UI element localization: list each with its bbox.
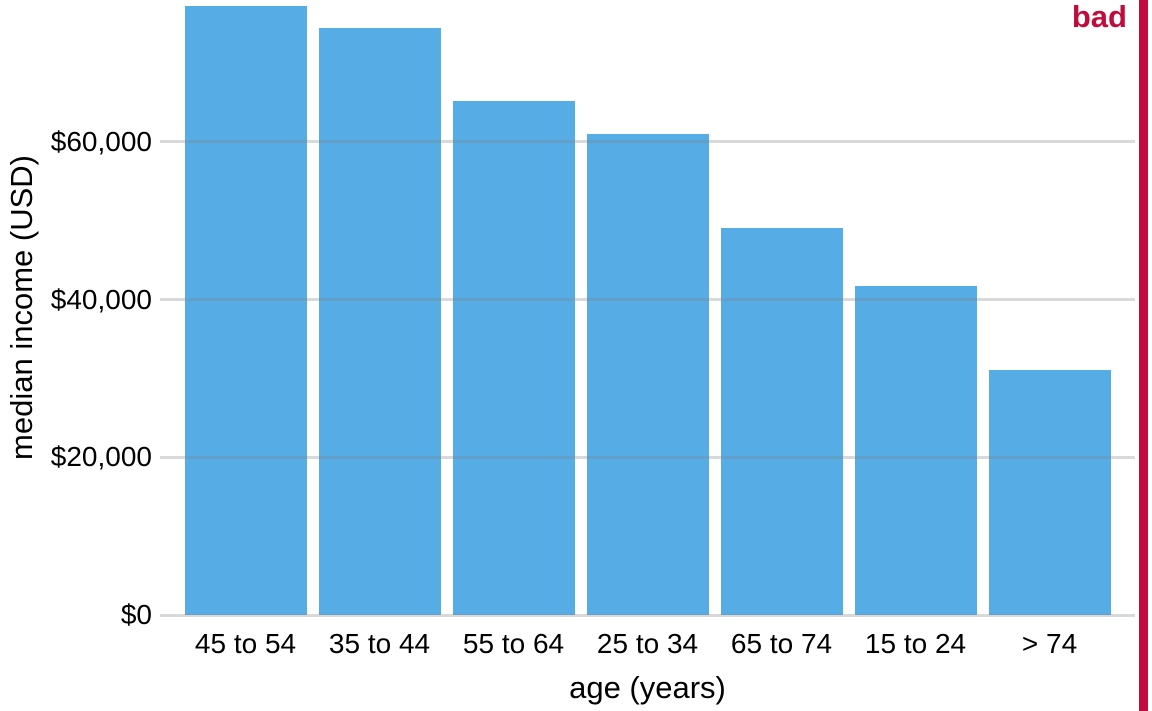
bar-25-to-34: [586, 134, 709, 615]
x-tick-label-65-to-74: 65 to 74: [730, 628, 833, 659]
x-tick-label-55-to-64: 55 to 64: [462, 628, 565, 659]
gridline-0: [160, 613, 1135, 617]
bar-15-to-24: [854, 286, 977, 615]
x-tick-label-35-to-44: 35 to 44: [328, 628, 431, 659]
bar-65-to-74: [720, 227, 843, 615]
x-tick-label-15-to-24: 15 to 24: [864, 628, 967, 659]
y-tick-label-40000: $40,000: [50, 283, 152, 315]
x-tick-label-74: > 74: [1021, 628, 1078, 659]
x-axis-tick-labels: 45 to 54 35 to 44 55 to 64 25 to 34 65 to 74…: [160, 626, 1135, 662]
x-tick-label-25-to-34: 25 to 34: [596, 628, 699, 659]
y-tick-label-60000: $60,000: [50, 125, 152, 157]
bad-stamp-edge-line: [1139, 0, 1148, 711]
bar-45-to-54: [184, 6, 307, 615]
bar-35-to-44: [318, 27, 441, 615]
bad-stamp-label: bad: [1071, 0, 1127, 34]
bar-74: [988, 369, 1111, 615]
x-tick-label-45-to-54: 45 to 54: [194, 628, 297, 659]
bar-group: [160, 0, 1135, 615]
x-axis-title: age (years): [569, 670, 726, 705]
plot-area: [160, 0, 1135, 617]
gridline-20000: [160, 455, 1135, 459]
gridline-40000: [160, 298, 1135, 302]
gridline-60000: [160, 140, 1135, 144]
y-tick-label-20000: $20,000: [50, 441, 152, 473]
y-tick-label-0: $0: [120, 599, 152, 630]
bar-55-to-64: [452, 100, 575, 615]
